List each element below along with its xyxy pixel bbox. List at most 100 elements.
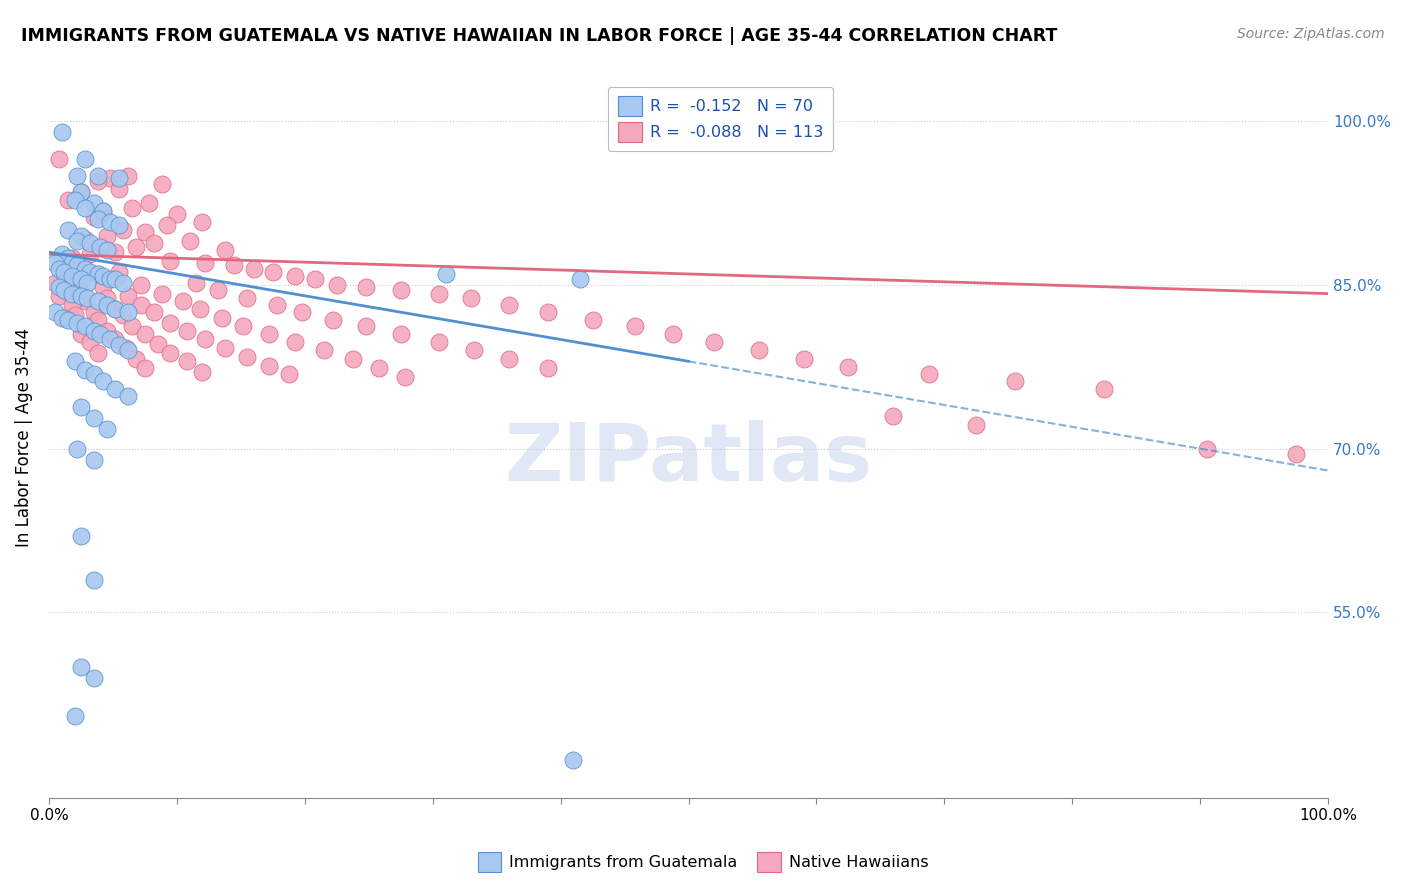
Point [79,265,101,279]
Point [211,310,233,325]
Point [73,153,96,167]
Text: Source: ZipAtlas.com: Source: ZipAtlas.com [1237,27,1385,41]
Point [79,334,101,349]
Point [91,269,114,284]
Point [326,277,349,292]
Point [86,345,108,359]
Point [117,305,139,319]
Point [83,573,105,587]
Point [60,297,83,311]
Point [60,251,83,265]
Point [662,326,685,341]
Point [83,196,105,211]
Point [166,207,188,221]
Point [434,267,457,281]
Point [117,169,139,183]
Point [194,256,217,270]
Point [76,276,98,290]
Point [96,291,118,305]
Point [70,185,93,199]
Point [70,284,93,298]
Point [86,267,108,281]
Point [66,234,89,248]
Point [322,313,344,327]
Point [129,277,152,292]
Point [63,309,86,323]
Point [389,326,412,341]
Point [194,333,217,347]
Point [63,193,86,207]
Point [86,267,108,281]
Point [918,368,941,382]
Point [191,214,214,228]
Point [156,218,179,232]
Point [48,289,70,303]
Point [703,334,725,349]
Point [51,247,73,261]
Point [793,352,815,367]
Point [121,202,143,216]
Point [354,280,377,294]
Point [1195,442,1218,456]
Point [76,291,98,305]
Point [79,236,101,251]
Point [354,319,377,334]
Point [70,660,93,674]
Point [56,223,79,237]
Point [66,258,89,272]
Point [86,169,108,183]
Point [142,236,165,251]
Point [73,261,96,276]
Point [100,333,122,347]
Point [44,305,66,319]
Point [117,289,139,303]
Point [108,338,131,352]
Point [562,753,585,767]
Point [48,261,70,276]
Point [104,382,127,396]
Point [112,309,135,323]
Point [104,301,127,316]
Point [191,365,214,379]
Point [146,336,169,351]
Point [51,310,73,325]
Point [188,301,211,316]
Point [1004,374,1026,388]
Point [100,272,122,286]
Point [179,234,201,248]
Point [498,297,520,311]
Point [63,709,86,723]
Point [73,294,96,309]
Point [125,352,148,367]
Point [96,243,118,257]
Point [427,286,450,301]
Point [83,671,105,685]
Text: IMMIGRANTS FROM GUATEMALA VS NATIVE HAWAIIAN IN LABOR FORCE | AGE 35-44 CORRELAT: IMMIGRANTS FROM GUATEMALA VS NATIVE HAWA… [21,27,1057,45]
Point [89,240,111,254]
Point [498,352,520,367]
Point [262,265,284,279]
Point [965,417,987,432]
Point [66,442,89,456]
Point [63,354,86,368]
Point [51,272,73,286]
Point [79,247,101,261]
Point [86,174,108,188]
Point [117,343,139,358]
Point [70,326,93,341]
Point [176,354,198,368]
Point [91,203,114,218]
Point [108,218,131,232]
Point [70,228,93,243]
Point [304,272,326,286]
Point [83,368,105,382]
Point [83,411,105,425]
Point [537,360,560,375]
Point [51,125,73,139]
Point [91,374,114,388]
Point [134,326,156,341]
Point [70,529,93,543]
Point [108,170,131,185]
Point [624,319,647,334]
Point [214,341,236,355]
